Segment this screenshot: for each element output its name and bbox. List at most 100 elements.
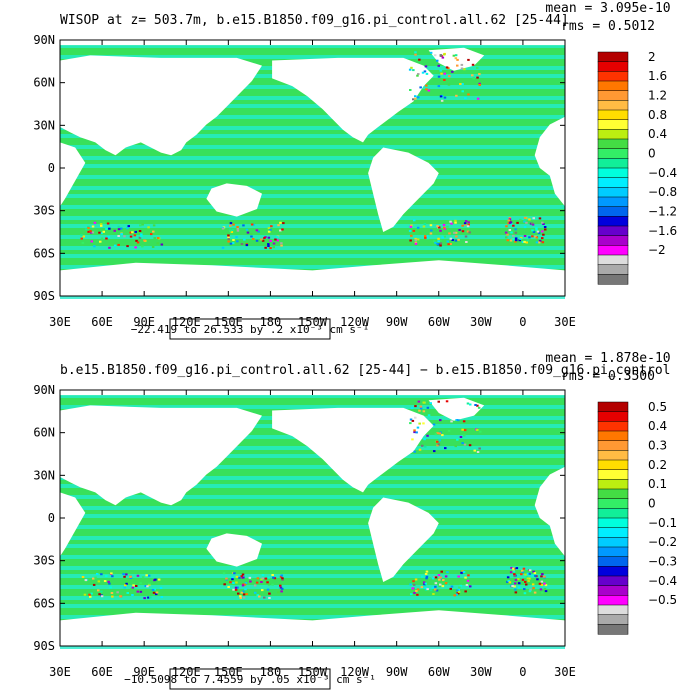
ocean-band [60, 145, 565, 149]
data-cell [514, 231, 518, 234]
data-cell [508, 217, 512, 219]
data-cell [152, 230, 155, 233]
y-tick-label: 60S [33, 596, 55, 610]
data-cell [263, 596, 266, 599]
colorbar-label: −2 [648, 243, 666, 257]
data-cell [93, 221, 97, 224]
data-cell [138, 230, 142, 232]
data-cell [422, 410, 426, 413]
data-cell [463, 222, 467, 225]
data-cell [156, 242, 160, 245]
y-tick-label: 90S [33, 639, 55, 653]
data-cell [235, 575, 239, 578]
data-cell [106, 222, 110, 225]
data-cell [243, 583, 247, 586]
data-cell [437, 85, 441, 88]
data-cell [461, 224, 464, 227]
data-cell [433, 54, 437, 57]
data-cell [536, 230, 540, 233]
data-cell [100, 573, 103, 576]
data-cell [136, 574, 140, 577]
data-cell [84, 579, 88, 582]
data-cell [540, 584, 543, 586]
data-cell [129, 235, 133, 238]
data-cell [450, 420, 453, 423]
data-cell [543, 226, 547, 228]
data-cell [469, 403, 472, 406]
colorbar-label: 1.2 [648, 89, 667, 103]
data-cell [280, 244, 283, 247]
data-cell [424, 235, 427, 238]
data-cell [526, 577, 530, 580]
data-cell [449, 587, 452, 590]
data-cell [424, 236, 427, 239]
data-cell [241, 573, 245, 576]
data-cell [463, 443, 467, 446]
data-cell [431, 586, 435, 589]
colorbar-label: 0.1 [648, 477, 667, 491]
ocean-band [60, 44, 565, 48]
data-cell [117, 243, 120, 246]
data-cell [467, 93, 470, 96]
data-cell [250, 233, 253, 235]
data-cell [523, 592, 527, 595]
ocean-band [60, 186, 565, 190]
data-cell [515, 239, 518, 242]
data-cell [87, 230, 90, 233]
data-cell [442, 223, 446, 226]
data-cell [111, 575, 114, 578]
data-cell [413, 431, 416, 434]
data-cell [539, 588, 543, 591]
data-cell [416, 74, 419, 77]
colorbar-label: 0.5 [648, 400, 667, 414]
data-cell [476, 429, 479, 431]
data-cell [519, 218, 522, 221]
data-cell [434, 582, 438, 585]
colorbar-swatch [597, 206, 629, 217]
data-cell [425, 84, 428, 87]
data-cell [81, 241, 85, 244]
data-cell [411, 419, 415, 422]
data-cell [148, 583, 151, 586]
data-cell [280, 590, 283, 593]
data-cell [125, 582, 128, 585]
land-mask [428, 397, 485, 421]
colorbar-label: −1.2 [648, 205, 677, 219]
data-cell [537, 241, 541, 244]
data-cell [91, 231, 95, 234]
data-cell [463, 429, 467, 432]
data-cell [146, 585, 149, 588]
data-cell [108, 246, 111, 249]
data-cell [422, 225, 426, 228]
data-cell [279, 584, 282, 587]
x-tick-label: 60W [428, 665, 450, 679]
data-cell [425, 570, 429, 573]
data-cell [455, 235, 458, 238]
data-cell [116, 591, 119, 594]
data-cell [441, 56, 445, 59]
data-cell [464, 220, 468, 223]
data-cell [252, 238, 255, 240]
x-tick-label: 30W [470, 665, 492, 679]
data-cell [232, 239, 235, 241]
range-label: −22.419 to 26.533 by .2 x10⁻³ cm s⁻¹ [131, 323, 369, 336]
data-cell [444, 582, 448, 585]
data-cell [457, 592, 460, 595]
data-cell [134, 230, 137, 233]
data-cell [454, 54, 458, 57]
colorbar-label: 2 [648, 50, 656, 64]
data-cell [478, 447, 481, 450]
data-cell [476, 404, 479, 407]
data-cell [241, 584, 245, 587]
data-cell [236, 586, 239, 589]
data-cell [130, 588, 133, 591]
data-cell [266, 588, 270, 591]
data-cell [528, 577, 531, 580]
data-cell [141, 223, 144, 226]
data-cell [92, 577, 95, 580]
data-cell [409, 239, 412, 242]
land-mask [534, 116, 565, 207]
ocean-band [60, 224, 565, 228]
data-cell [535, 241, 539, 244]
data-cell [410, 234, 413, 237]
